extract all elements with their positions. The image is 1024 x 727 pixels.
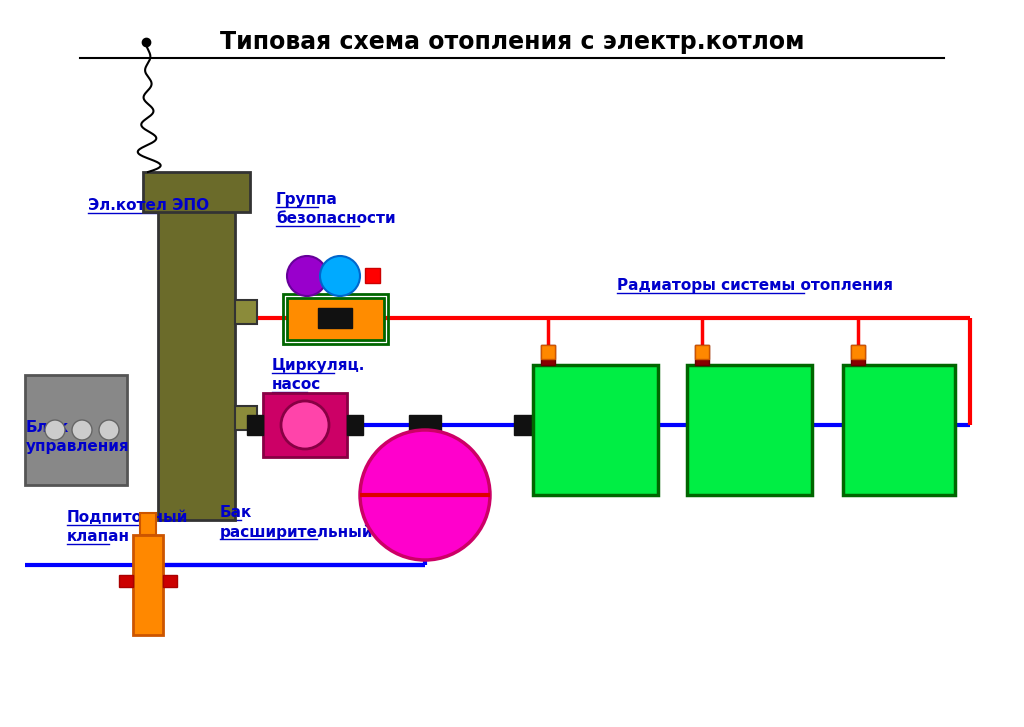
Bar [234,406,257,430]
Text: управления: управления [26,439,130,454]
Bar [133,535,163,635]
Text: расширительный: расширительный [220,524,374,539]
Circle shape [281,401,329,449]
Bar [25,375,127,485]
Circle shape [72,420,92,440]
Bar [143,172,250,212]
Bar [541,345,555,359]
Bar [365,268,380,283]
Text: Блок: Блок [26,420,70,435]
Bar [287,298,384,340]
Text: Подпиточный: Подпиточный [67,510,188,525]
Text: Типовая схема отопления с электр.котлом: Типовая схема отопления с электр.котлом [220,30,804,54]
Text: Циркуляц.: Циркуляц. [272,358,366,373]
Circle shape [319,256,360,296]
Bar [119,575,133,587]
Circle shape [99,420,119,440]
Bar [695,345,709,359]
Bar [318,308,352,328]
Text: безопасности: безопасности [276,211,395,226]
Text: клапан: клапан [67,529,130,544]
Text: Радиаторы системы отопления: Радиаторы системы отопления [617,278,893,293]
Bar [851,345,865,365]
Text: Группа: Группа [276,192,338,207]
Circle shape [287,256,327,296]
Bar [843,365,955,495]
Bar [283,294,388,344]
Text: Эл.котел ЭПО: Эл.котел ЭПО [88,198,209,213]
Circle shape [360,430,490,560]
Bar [695,345,709,365]
Bar [409,415,441,435]
Circle shape [45,420,65,440]
Bar [534,365,658,495]
Bar [163,575,177,587]
Bar [687,365,812,495]
Bar [158,210,234,520]
Bar [514,415,546,435]
Bar [140,513,156,535]
Bar [851,345,865,359]
Bar [234,300,257,324]
Bar [247,415,263,435]
Bar [263,393,347,457]
Text: Бак: Бак [220,505,252,520]
Bar [347,415,362,435]
Text: насос: насос [272,377,322,392]
Bar [541,345,555,365]
